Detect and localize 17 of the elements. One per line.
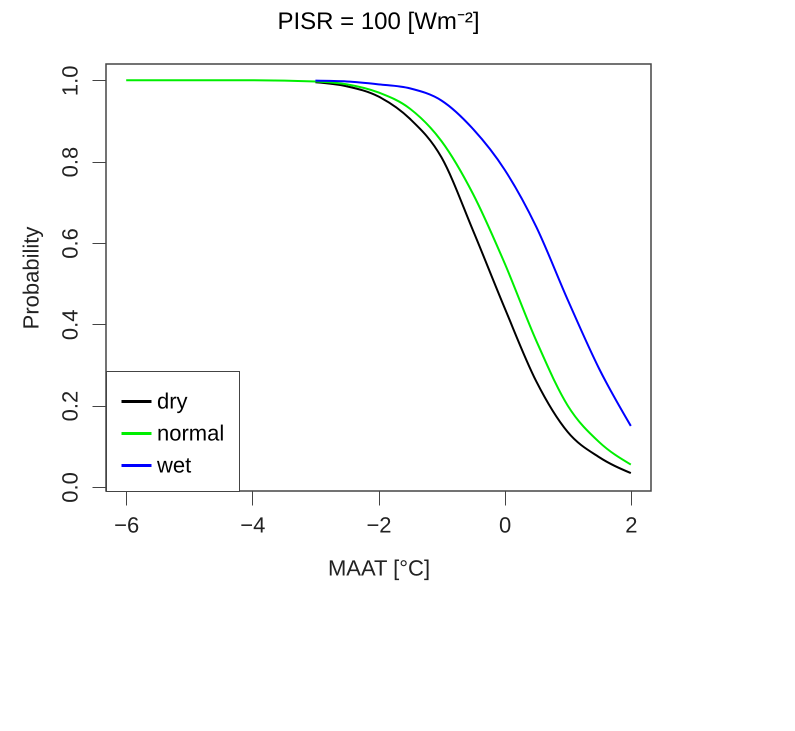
y-axis-title: Probability — [18, 226, 44, 330]
y-tick-label: 0.6 — [58, 228, 82, 259]
legend-label: normal — [157, 420, 224, 446]
y-tick-label: 0.0 — [58, 472, 82, 503]
x-tick-label: −4 — [240, 512, 266, 538]
x-tick-label: −2 — [366, 512, 392, 538]
x-axis-title: MAAT [°C] — [328, 556, 430, 580]
y-tick-label: 0.2 — [58, 390, 82, 422]
x-tick-label: 2 — [625, 512, 638, 538]
y-tick-label: 0.4 — [58, 309, 82, 340]
x-tick-label: −6 — [114, 512, 140, 538]
y-tick-label: 1.0 — [58, 65, 82, 96]
chart-title: PISR = 100 [Wm⁻²] — [277, 8, 480, 35]
y-tick-label: 0.8 — [58, 146, 82, 178]
legend-label: wet — [156, 452, 192, 478]
legend-label: dry — [157, 388, 188, 414]
x-tick-label: 0 — [499, 512, 512, 538]
